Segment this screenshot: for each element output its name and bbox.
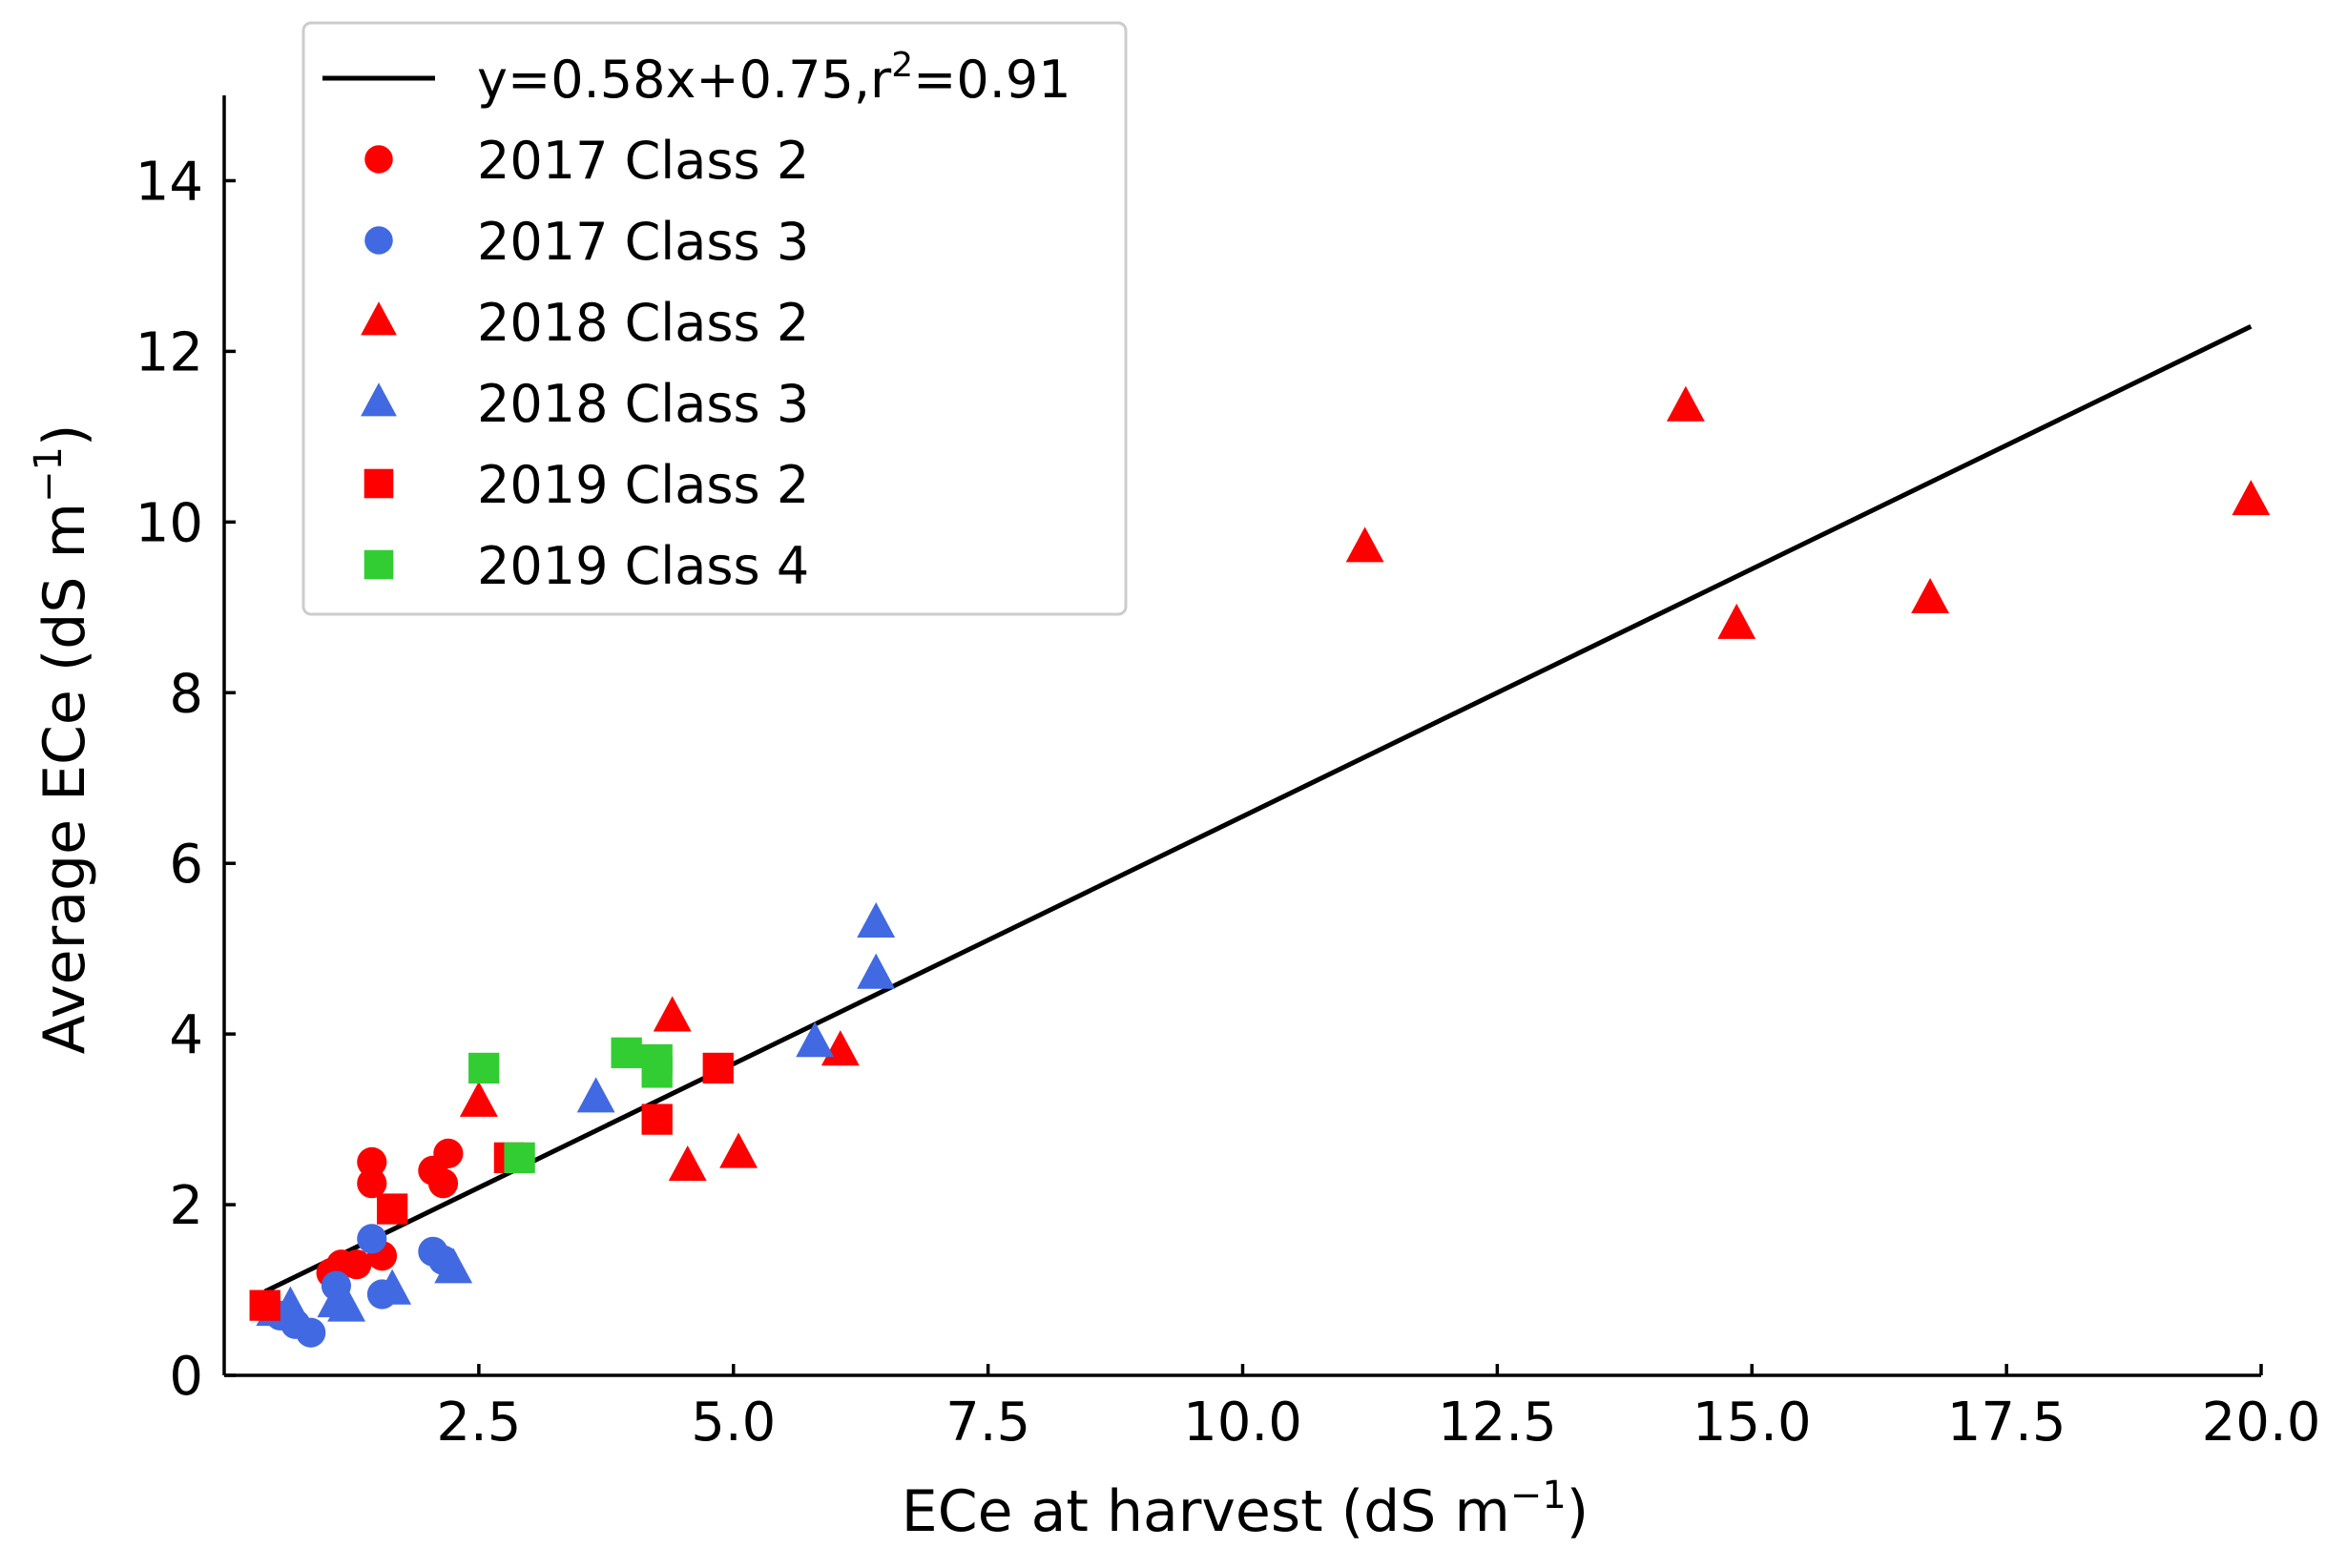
point-2018-class-2 bbox=[719, 1132, 758, 1168]
x-tick-label: 12.5 bbox=[1438, 1392, 1557, 1454]
legend-label-2017-class-3: 2017 Class 3 bbox=[477, 212, 809, 272]
y-tick-label: 10 bbox=[135, 492, 203, 554]
y-axis-ticks: 0 2 4 6 8 10 12 14 bbox=[135, 151, 236, 1408]
x-tick-label: 10.0 bbox=[1183, 1392, 1302, 1454]
legend-fit-line-label: y=0.58x+0.75,r2=0.91 bbox=[477, 46, 1071, 110]
legend-frame bbox=[301, 21, 1128, 616]
y-tick-label: 6 bbox=[169, 834, 203, 896]
y-tick-label: 0 bbox=[169, 1346, 203, 1408]
point-2019-class-2 bbox=[702, 1052, 734, 1084]
x-tick-label: 20.0 bbox=[2202, 1392, 2321, 1454]
point-2018-class-2 bbox=[1666, 385, 1705, 422]
point-2018-class-3 bbox=[373, 1269, 412, 1305]
x-tick-label: 7.5 bbox=[945, 1392, 1030, 1454]
y-tick-label: 12 bbox=[135, 321, 203, 383]
x-tick-label: 15.0 bbox=[1693, 1392, 1812, 1454]
legend-label-2017-class-2: 2017 Class 2 bbox=[477, 131, 809, 191]
y-tick-label: 14 bbox=[135, 151, 203, 213]
x-tick-label: 17.5 bbox=[1947, 1392, 2067, 1454]
point-2017-class-3 bbox=[296, 1317, 326, 1348]
legend-marker-2017-class-2 bbox=[364, 145, 393, 174]
point-2018-class-3 bbox=[857, 953, 896, 989]
legend-entries: 2017 Class 2 2017 Class 3 2018 Class 2 2018… bbox=[361, 131, 809, 596]
legend-marker-2018-class-3 bbox=[361, 382, 397, 417]
point-2018-class-2 bbox=[2232, 480, 2271, 516]
point-2018-class-2 bbox=[1717, 603, 1756, 639]
point-2018-class-2 bbox=[653, 996, 692, 1032]
legend-marker-2018-class-2 bbox=[361, 301, 397, 336]
point-2019-class-4 bbox=[504, 1142, 535, 1174]
point-2018-class-3 bbox=[434, 1248, 473, 1284]
point-2018-class-2 bbox=[459, 1081, 498, 1117]
regression-line bbox=[263, 324, 2253, 1294]
point-2017-class-2 bbox=[357, 1168, 387, 1199]
point-2017-class-2 bbox=[427, 1168, 459, 1199]
point-2018-class-2 bbox=[1345, 526, 1384, 563]
legend-label-2019-class-2: 2019 Class 2 bbox=[477, 455, 809, 515]
point-2019-class-4 bbox=[468, 1052, 500, 1084]
point-2019-class-2 bbox=[249, 1289, 280, 1321]
point-2017-class-2 bbox=[357, 1146, 387, 1177]
legend-label-2019-class-4: 2019 Class 4 bbox=[477, 536, 809, 596]
point-2018-class-3 bbox=[271, 1286, 310, 1322]
point-2018-class-2 bbox=[668, 1145, 707, 1182]
y-tick-label: 4 bbox=[169, 1004, 203, 1066]
y-tick-label: 2 bbox=[169, 1175, 203, 1237]
point-2017-class-3 bbox=[357, 1224, 387, 1254]
point-2019-class-2 bbox=[641, 1104, 673, 1135]
legend-label-2018-class-3: 2018 Class 3 bbox=[477, 374, 809, 434]
y-tick-label: 8 bbox=[169, 663, 203, 725]
point-2018-class-3 bbox=[576, 1077, 615, 1113]
x-axis-ticks: 2.5 5.0 7.5 10.0 12.5 15.0 17.5 20.0 bbox=[436, 1364, 2320, 1454]
point-2018-class-3 bbox=[857, 901, 896, 939]
point-2018-class-3 bbox=[796, 1021, 835, 1058]
legend-marker-2017-class-3 bbox=[364, 226, 393, 255]
point-2019-class-4 bbox=[641, 1057, 673, 1088]
point-2017-class-2 bbox=[342, 1249, 372, 1280]
point-2018-class-2 bbox=[1911, 578, 1950, 614]
x-tick-label: 5.0 bbox=[691, 1392, 776, 1454]
x-tick-label: 2.5 bbox=[436, 1392, 521, 1454]
legend-marker-2019-class-2 bbox=[363, 468, 394, 499]
data-points bbox=[249, 385, 2271, 1348]
legend-marker-2019-class-4 bbox=[363, 549, 394, 580]
y-axis-label: Average ECe (dS m−1) bbox=[27, 424, 98, 1055]
point-2017-class-2 bbox=[433, 1138, 464, 1168]
point-2019-class-2 bbox=[376, 1193, 408, 1225]
legend-label-2018-class-2: 2018 Class 2 bbox=[477, 293, 809, 353]
point-2019-class-4 bbox=[611, 1037, 642, 1068]
x-axis-label: ECe at harvest (dS m−1) bbox=[902, 1474, 1589, 1545]
point-2018-class-3 bbox=[327, 1286, 366, 1322]
